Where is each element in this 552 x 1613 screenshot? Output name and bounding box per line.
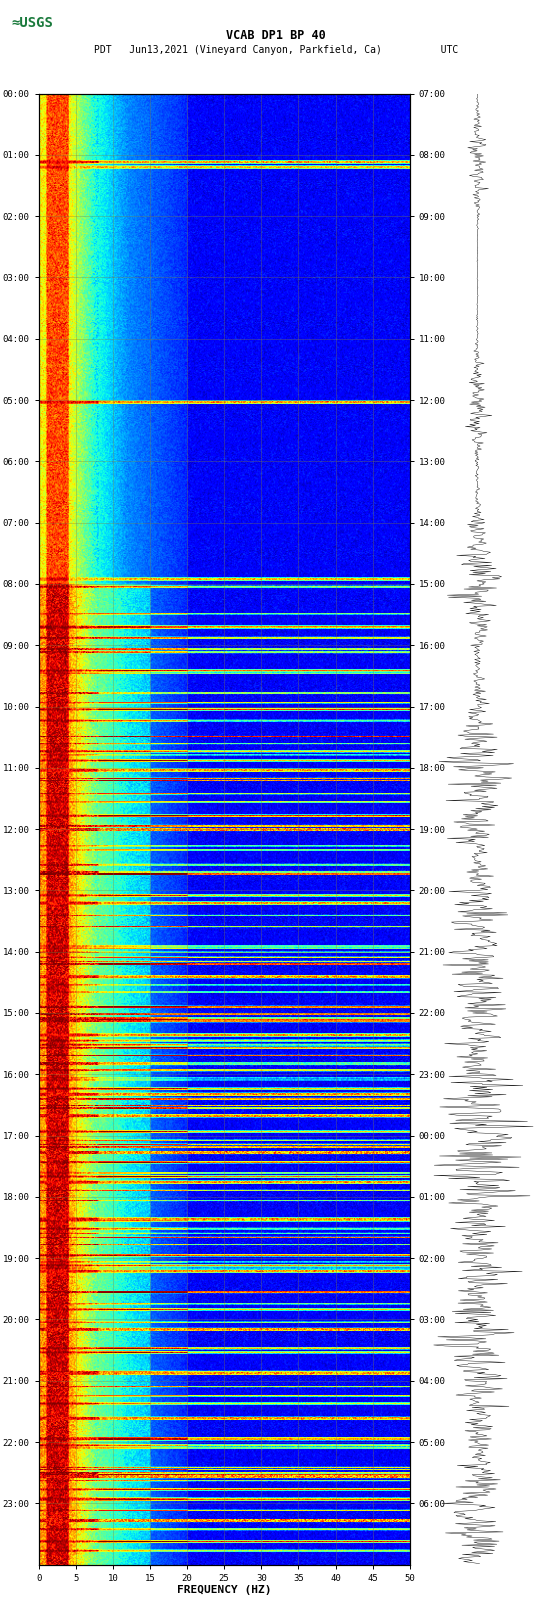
Text: ≈USGS: ≈USGS: [11, 16, 53, 31]
Text: VCAB DP1 BP 40: VCAB DP1 BP 40: [226, 29, 326, 42]
X-axis label: FREQUENCY (HZ): FREQUENCY (HZ): [177, 1586, 272, 1595]
Text: PDT   Jun13,2021 (Vineyard Canyon, Parkfield, Ca)          UTC: PDT Jun13,2021 (Vineyard Canyon, Parkfie…: [94, 45, 458, 55]
